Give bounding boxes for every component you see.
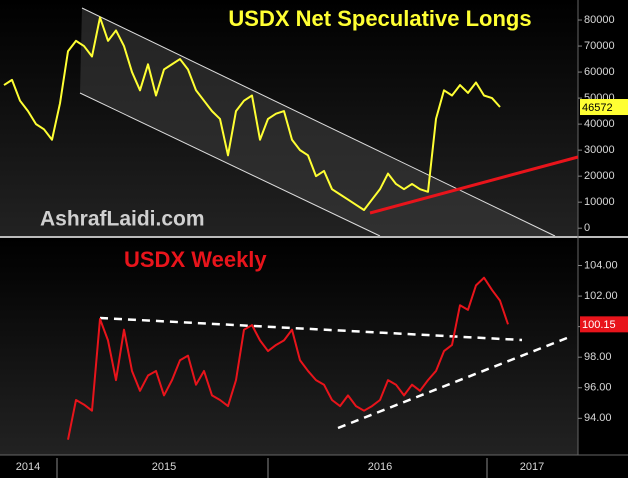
- x-tick-label: 2015: [152, 461, 176, 473]
- data-line: [3, 16, 501, 211]
- watermark: AshrafLaidi.com: [40, 208, 205, 231]
- x-tick-label: 2016: [368, 461, 392, 473]
- plot: [3, 16, 509, 440]
- y-tick-label: 20000: [584, 170, 615, 182]
- y-tick-label: 94.00: [584, 412, 612, 424]
- y-tick-label: 80000: [584, 14, 615, 26]
- y-tick-label: 0: [584, 222, 590, 234]
- chart-title: USDX Weekly: [124, 247, 267, 272]
- last-value-label: 100.15: [582, 319, 616, 331]
- uptrend-line: [369, 155, 579, 215]
- last-value-label: 46572: [582, 102, 613, 114]
- last-value-box: [580, 99, 628, 116]
- y-tick-label: 104.00: [584, 259, 618, 271]
- y-tick-label: 96.00: [584, 382, 612, 394]
- y-tick-label: 40000: [584, 118, 615, 130]
- y-tick-label: 30000: [584, 144, 615, 156]
- channel-line: [79, 92, 381, 237]
- x-tick-label: 2017: [520, 461, 544, 473]
- data-line: [67, 276, 509, 440]
- x-tick-label: 2014: [16, 461, 40, 473]
- y-tick-label: 98.00: [584, 351, 612, 363]
- y-tick-label: 10000: [584, 196, 615, 208]
- channel-line: [81, 7, 556, 237]
- resistance-trendline: [99, 316, 523, 342]
- y-tick-label: 102.00: [584, 290, 618, 302]
- chart-title: USDX Net Speculative Longs: [228, 6, 531, 31]
- y-tick-label: 60000: [584, 66, 615, 78]
- y-tick-label: 70000: [584, 40, 615, 52]
- last-value-box: [580, 316, 628, 333]
- bottom-panel: [0, 238, 578, 455]
